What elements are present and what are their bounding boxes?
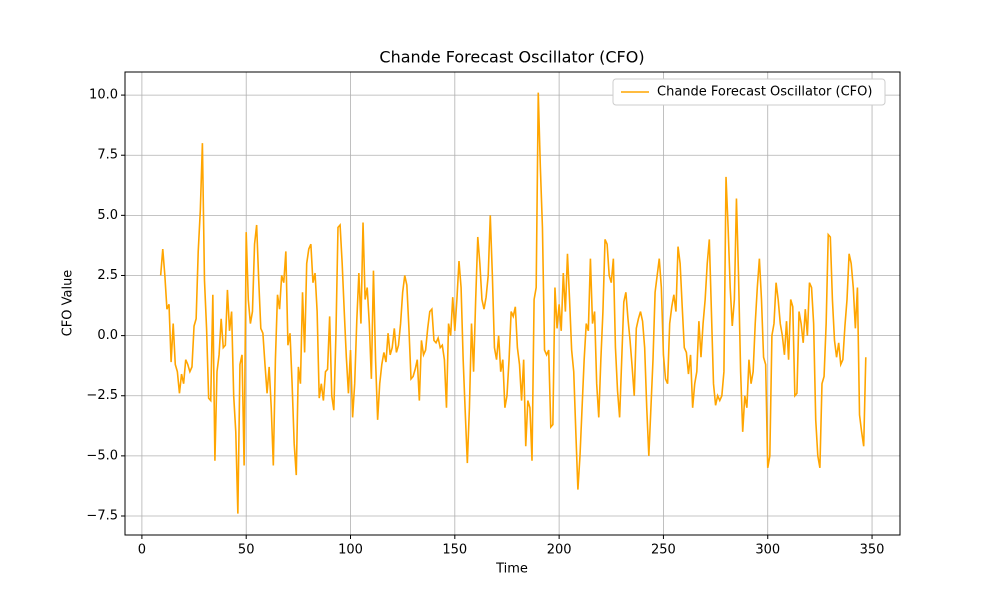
x-tick-label: 150 (442, 543, 467, 558)
x-tick-label: 0 (138, 543, 146, 558)
x-axis-label: Time (495, 562, 528, 577)
y-tick-label: −2.5 (86, 388, 118, 403)
y-axis-label: CFO Value (61, 270, 76, 337)
plot-frame (124, 71, 901, 536)
y-tick-label: 5.0 (97, 208, 118, 223)
x-tick-label: 200 (547, 543, 572, 558)
x-tick-label: 250 (651, 543, 676, 558)
y-tick-label: 0.0 (97, 328, 118, 343)
y-tick-label: 10.0 (89, 88, 118, 103)
data-line (159, 92, 867, 514)
y-tick-label: −7.5 (86, 508, 118, 523)
x-tick-label: 50 (238, 543, 255, 558)
x-tick-label: 300 (755, 543, 780, 558)
y-tick-label: 2.5 (97, 268, 118, 283)
legend-box (612, 78, 886, 106)
chart-title: Chande Forecast Oscillator (CFO) (379, 48, 644, 67)
y-tick-label: 7.5 (97, 148, 118, 163)
x-tick-label: 350 (860, 543, 885, 558)
legend-label: Chande Forecast Oscillator (CFO) (657, 85, 872, 100)
legend: Chande Forecast Oscillator (CFO) (612, 78, 886, 106)
x-tick-label: 100 (338, 543, 363, 558)
y-tick-label: −5.0 (86, 448, 118, 463)
